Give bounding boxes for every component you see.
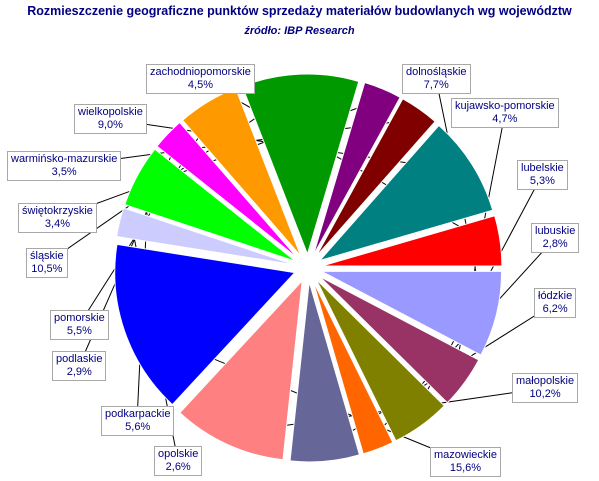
data-label-value: 7,7% <box>423 79 449 91</box>
pie-slice-malopolskie <box>179 279 303 461</box>
data-label-value: 6,2% <box>542 303 568 315</box>
pie-slice-podlaskie <box>156 121 299 259</box>
data-label-name: pomorskie <box>54 312 105 324</box>
pie-slice-lubuskie <box>312 280 394 455</box>
pie-slice-dolnoslaskie <box>321 270 503 356</box>
data-label-name: warmińsko-mazurskie <box>11 153 118 165</box>
pie-slice-opolskie <box>116 207 295 266</box>
data-label-name: lubelskie <box>521 162 564 174</box>
data-label-value: 2,9% <box>66 366 92 378</box>
data-label-mazowieckie: mazowieckie 15,6% <box>430 447 501 477</box>
data-label-warminsko-mazurskie: warmińsko-mazurskie 3,5% <box>7 151 122 181</box>
data-label-name: dolnośląskie <box>406 66 467 78</box>
pie-slice-lodzkie <box>289 281 361 463</box>
data-label-name: łódzkie <box>538 290 573 302</box>
data-label-malopolskie: małopolskie 10,2% <box>512 373 579 403</box>
data-label-name: opolskie <box>158 448 199 460</box>
pie-slice-wielkopolskie <box>318 124 494 262</box>
data-label-zachodniopomorskie: zachodniopomorskie 4,5% <box>146 64 255 94</box>
data-label-kujawsko-pomorskie: kujawsko-pomorskie 4,7% <box>451 98 559 128</box>
data-label-podlaskie: podlaskie 2,9% <box>52 351 107 381</box>
data-label-name: wielkopolskie <box>78 106 143 118</box>
pie-slice-mazowieckie <box>114 243 296 406</box>
pie-slice-warminsko-mazurskie <box>315 98 436 257</box>
data-label-value: 3,4% <box>44 218 70 230</box>
data-label-name: podkarpackie <box>105 408 171 420</box>
data-label-value: 4,7% <box>492 113 518 125</box>
data-label-value: 9,0% <box>97 119 123 131</box>
data-label-name: świętokrzyskie <box>22 205 93 217</box>
pie-slice-podkarpackie <box>124 148 297 262</box>
pie-slice-kujawsko-pomorskie <box>318 275 480 404</box>
data-label-value: 4,5% <box>187 79 213 91</box>
chart-subtitle: źródło: IBP Research <box>244 25 355 37</box>
data-label-opolskie: opolskie 2,6% <box>154 446 203 476</box>
data-label-value: 10,2% <box>529 388 561 400</box>
data-label-name: podlaskie <box>56 353 103 365</box>
data-label-name: zachodniopomorskie <box>150 66 251 78</box>
data-label-value: 5,3% <box>529 175 555 187</box>
data-label-lodzkie: łódzkie 6,2% <box>534 288 577 318</box>
data-label-name: lubuskie <box>535 225 576 237</box>
data-label-dolnoslaskie: dolnośląskie 7,7% <box>402 64 471 94</box>
data-label-value: 15,6% <box>449 462 482 474</box>
data-label-lubuskie: lubuskie 2,8% <box>531 223 580 253</box>
data-label-value: 2,8% <box>542 238 568 250</box>
data-label-value: 5,5% <box>66 325 92 337</box>
pie-slice-zachodniopomorskie <box>321 215 503 267</box>
data-label-value: 5,6% <box>125 421 151 433</box>
pie-slice-swietokrzyskie <box>312 81 401 256</box>
data-label-value: 2,6% <box>165 461 191 473</box>
pie-slice-lubelskie <box>315 278 445 442</box>
data-label-name: śląskie <box>30 250 64 262</box>
data-label-value: 3,5% <box>51 166 77 178</box>
data-label-name: małopolskie <box>516 375 575 387</box>
data-label-name: kujawsko-pomorskie <box>455 100 555 112</box>
data-label-podkarpackie: podkarpackie 5,6% <box>101 406 175 436</box>
data-label-lubelskie: lubelskie 5,3% <box>517 160 568 190</box>
data-label-pomorskie: pomorskie 5,5% <box>50 310 109 340</box>
data-label-value: 10,5% <box>31 263 63 275</box>
chart-title: Rozmieszczenie geograficzne punktów sprz… <box>27 4 572 18</box>
data-label-wielkopolskie: wielkopolskie 9,0% <box>74 104 147 134</box>
data-label-slaskie: śląskie 10,5% <box>26 248 68 278</box>
data-label-name: mazowieckie <box>434 449 497 461</box>
data-label-swietokrzyskie: świętokrzyskie 3,4% <box>18 203 97 233</box>
